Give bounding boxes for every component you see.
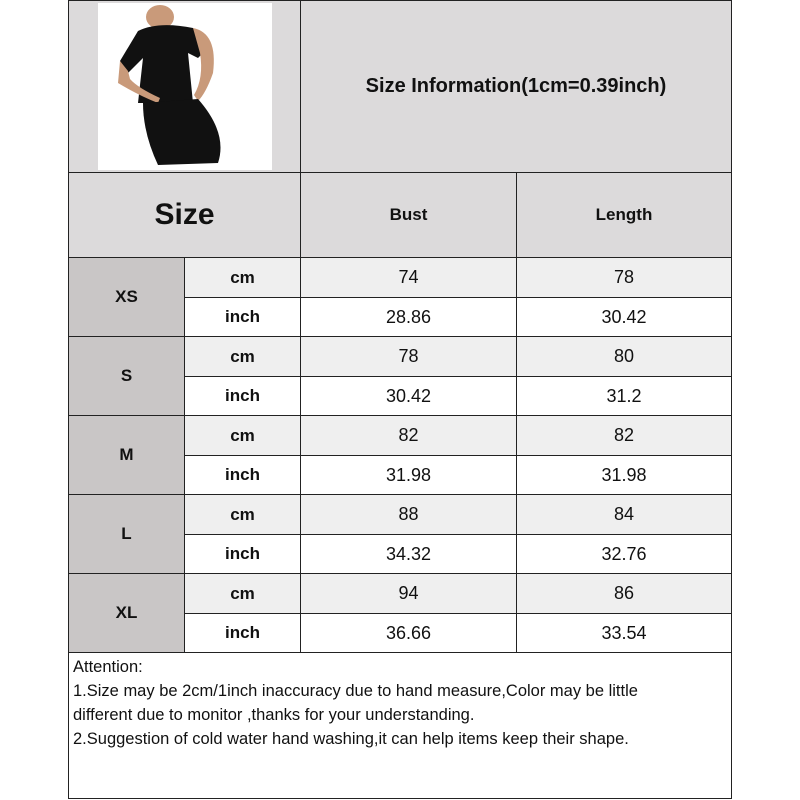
unit-cell-inch: inch [184, 376, 301, 416]
length-inch-cell: 30.42 [516, 297, 732, 337]
unit-cell-inch: inch [184, 613, 301, 653]
bust-header: Bust [300, 172, 517, 258]
size-cell: S [68, 336, 185, 416]
bust-inch-cell: 36.66 [300, 613, 517, 653]
bust-cm-cell: 94 [300, 573, 517, 614]
length-cm-cell: 86 [516, 573, 732, 614]
bust-cm-cell-text: 94 [398, 583, 419, 603]
size-cell-text: S [120, 366, 133, 385]
bust-cm-cell-text: 78 [398, 346, 419, 366]
unit-cell-inch: inch [184, 455, 301, 495]
size-header-label: Size [154, 198, 215, 231]
bust-cm-cell-text: 74 [398, 267, 419, 287]
length-header-label: Length [595, 205, 653, 224]
size-cell: XS [68, 257, 185, 337]
size-cell-text: M [119, 445, 134, 464]
attention-line: different due to monitor ,thanks for you… [73, 706, 475, 724]
length-inch-cell-text: 30.42 [601, 306, 647, 327]
bust-header-label: Bust [389, 205, 428, 224]
unit-cell-inch: inch [184, 534, 301, 574]
unit-cell-cm-text: cm [230, 346, 255, 366]
unit-cell-inch-text: inch [225, 623, 260, 642]
length-inch-cell: 33.54 [516, 613, 732, 653]
bust-cm-cell-text: 88 [398, 504, 419, 524]
unit-cell-cm: cm [184, 573, 301, 614]
length-cm-cell-text: 84 [613, 504, 635, 524]
length-inch-cell: 32.76 [516, 534, 732, 574]
attention-line: 1.Size may be 2cm/1inch inaccuracy due t… [73, 682, 638, 700]
length-inch-cell: 31.98 [516, 455, 732, 495]
bust-inch-cell-text: 30.42 [385, 385, 432, 406]
length-cm-cell-text: 80 [613, 346, 635, 366]
length-inch-cell-text: 31.98 [601, 464, 647, 485]
length-cm-cell: 78 [516, 257, 732, 298]
length-inch-cell-text: 33.54 [601, 622, 647, 643]
bust-cm-cell: 78 [300, 336, 517, 377]
size-cell: M [68, 415, 185, 495]
length-inch-cell: 31.2 [516, 376, 732, 416]
bust-inch-cell: 28.86 [300, 297, 517, 337]
product-image-cell [68, 0, 301, 173]
length-cm-cell: 84 [516, 494, 732, 535]
unit-cell-cm-text: cm [230, 583, 255, 603]
bust-cm-cell: 74 [300, 257, 517, 298]
unit-cell-cm: cm [184, 494, 301, 535]
bust-inch-cell: 34.32 [300, 534, 517, 574]
unit-cell-cm-text: cm [230, 504, 255, 524]
product-photo [97, 3, 272, 170]
bust-inch-cell: 31.98 [300, 455, 517, 495]
size-header: Size [68, 172, 301, 258]
unit-cell-inch-text: inch [225, 307, 260, 326]
length-inch-cell-text: 31.2 [606, 385, 642, 406]
length-cm-cell-text: 78 [613, 267, 635, 287]
unit-cell-inch-text: inch [225, 465, 260, 484]
length-cm-cell: 80 [516, 336, 732, 377]
bust-inch-cell-text: 28.86 [385, 306, 432, 327]
bust-cm-cell: 82 [300, 415, 517, 456]
length-cm-cell: 82 [516, 415, 732, 456]
size-cell: XL [68, 573, 185, 653]
size-cell-text: L [121, 524, 132, 543]
length-cm-cell-text: 86 [613, 583, 635, 603]
bust-inch-cell: 30.42 [300, 376, 517, 416]
unit-cell-cm-text: cm [230, 267, 255, 287]
unit-cell-cm: cm [184, 257, 301, 298]
unit-cell-cm: cm [184, 336, 301, 377]
attention-line: 2.Suggestion of cold water hand washing,… [73, 730, 629, 748]
bust-cm-cell: 88 [300, 494, 517, 535]
unit-cell-inch: inch [184, 297, 301, 337]
length-header: Length [516, 172, 732, 258]
bust-cm-cell-text: 82 [398, 425, 419, 445]
unit-cell-cm: cm [184, 415, 301, 456]
length-inch-cell-text: 32.76 [601, 543, 647, 564]
bust-inch-cell-text: 34.32 [385, 543, 432, 564]
attention-heading: Attention: [73, 658, 143, 676]
unit-cell-inch-text: inch [225, 544, 260, 563]
length-cm-cell-text: 82 [613, 425, 635, 445]
size-cell-text: XL [115, 603, 138, 622]
unit-cell-inch-text: inch [225, 386, 260, 405]
attention-note: Attention: 1.Size may be 2cm/1inch inacc… [68, 652, 732, 799]
unit-cell-cm-text: cm [230, 425, 255, 445]
size-info-title: Size Information(1cm=0.39inch) [365, 75, 667, 97]
bust-inch-cell-text: 36.66 [385, 622, 432, 643]
size-info-title-cell: Size Information(1cm=0.39inch) [300, 0, 732, 173]
size-cell-text: XS [115, 287, 138, 306]
size-cell: L [68, 494, 185, 574]
bust-inch-cell-text: 31.98 [385, 464, 432, 485]
